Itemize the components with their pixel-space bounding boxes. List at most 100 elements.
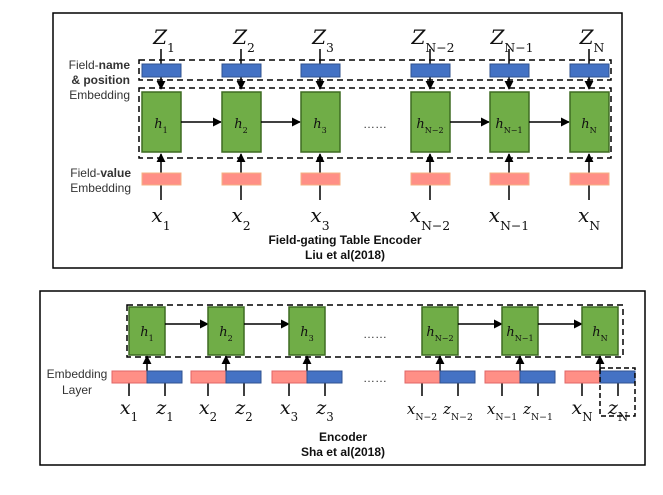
h-label: hN (592, 325, 607, 343)
z-label: Z1 (152, 25, 175, 55)
column: h1 x1 z1 (111, 306, 209, 424)
z-label: z3 (315, 397, 334, 424)
z-label: Z2 (232, 25, 255, 55)
top-frame (52, 12, 623, 269)
top-citation: Liu et al(2018) (305, 248, 385, 262)
column: ZN−1 hN−1 xN−1 (489, 25, 570, 233)
hidden-state-box (569, 91, 610, 153)
h-label: h1 (140, 325, 154, 343)
value-embedding-box (410, 172, 451, 186)
h-label: h2 (219, 325, 233, 343)
h-label: h2 (234, 117, 248, 135)
h-label: h3 (313, 117, 327, 135)
name-embedding-box (141, 63, 182, 78)
column: Z1 h1 x1 (141, 25, 222, 233)
z-label: z2 (234, 397, 253, 424)
position-label: & position (71, 73, 130, 87)
name-embedding-box (569, 63, 610, 78)
hidden-state-box (207, 306, 245, 356)
hidden-state-box (581, 306, 619, 356)
h-label: h3 (300, 325, 314, 343)
ellipsis: …… (363, 371, 387, 385)
z-label: zN−1 (522, 400, 553, 423)
name-embedding-box (225, 370, 262, 384)
value-embedding-box (221, 172, 262, 186)
value-embedding-box (569, 172, 610, 186)
name-embedding-box (519, 370, 556, 384)
embedding-label: Embedding (69, 88, 130, 102)
hidden-state-box (141, 91, 182, 153)
value-embedding-box (190, 370, 227, 384)
z-label: zN (607, 397, 628, 424)
hidden-state-dashed-box (138, 87, 612, 159)
value-embedding-box (141, 172, 182, 186)
value-embedding-box (484, 370, 521, 384)
zn-dashed-box (599, 367, 636, 417)
column: Z2 h2 x2 (221, 25, 301, 233)
z-label: zN−2 (442, 400, 473, 423)
x-label: xN (578, 203, 600, 233)
bottom-citation: Sha et al(2018) (301, 445, 385, 459)
ellipsis: …… (363, 327, 387, 341)
z-label: Z3 (311, 25, 334, 55)
h-label: hN−2 (426, 325, 453, 343)
value-embedding-box (111, 370, 148, 384)
x-label: xN−1 (489, 203, 529, 233)
value-embedding-box (564, 370, 601, 384)
value-embedding-box (271, 370, 308, 384)
name-embedding-box (221, 63, 262, 78)
value-embedding-box (404, 370, 441, 384)
z-label: ZN−1 (489, 25, 533, 55)
value-embedding-label: Embedding (70, 181, 131, 195)
field-value-label: Field-value (70, 166, 131, 180)
hidden-state-dashed-box (126, 304, 624, 358)
top-caption: Field-gating Table Encoder (268, 233, 421, 247)
h-label: hN−1 (495, 117, 522, 135)
name-embedding-box (599, 370, 636, 384)
bottom-frame (39, 290, 646, 466)
x-label: x3 (280, 397, 298, 424)
name-embedding-dashed-box (138, 59, 612, 81)
name-embedding-box (439, 370, 476, 384)
bottom-caption: Encoder (319, 430, 367, 444)
column: h3 x3 z3 (271, 306, 343, 424)
x-label: x1 (151, 203, 170, 233)
hidden-state-box (421, 306, 459, 356)
z-label: ZN−2 (410, 25, 454, 55)
name-embedding-box (410, 63, 451, 78)
x-label: x1 (120, 397, 138, 424)
name-embedding-box (146, 370, 183, 384)
column: hN−2 xN−2 zN−2 (404, 306, 503, 423)
hidden-state-box (128, 306, 166, 356)
column: ZN−2 hN−2 xN−2 (410, 25, 490, 233)
z-label: ZN (579, 25, 605, 55)
field-gating-encoder-panel: Field-name & position Embedding Field-va… (52, 12, 623, 269)
h-label: hN−1 (506, 325, 533, 343)
column: hN−1 xN−1 zN−1 (484, 306, 583, 423)
x-label: xN−2 (410, 203, 450, 233)
embedding-layer-label: Embedding (47, 367, 108, 381)
column: hN xN zN (564, 306, 636, 424)
field-name-label: Field-name (69, 58, 131, 72)
column: h2 x2 z2 (190, 306, 290, 424)
hidden-state-box (300, 91, 341, 153)
h-label: h1 (154, 117, 168, 135)
column: Z3 h3 x3 (300, 25, 341, 233)
h-label: hN−2 (416, 117, 443, 135)
name-embedding-box (489, 63, 530, 78)
ellipsis: …… (363, 117, 387, 131)
layer-label: Layer (62, 383, 92, 397)
hidden-state-box (501, 306, 539, 356)
x-label: xN−1 (487, 400, 517, 423)
value-embedding-box (300, 172, 341, 186)
sha-encoder-panel: Embedding Layer …… …… Encoder Sha et al(… (39, 290, 646, 466)
h-label: hN (581, 117, 596, 135)
name-embedding-box (300, 63, 341, 78)
z-label: z1 (155, 397, 174, 424)
x-label: x3 (310, 203, 329, 233)
name-embedding-box (306, 370, 343, 384)
x-label: x2 (199, 397, 217, 424)
column: ZN hN xN (569, 25, 610, 233)
x-label: xN−2 (407, 400, 437, 423)
